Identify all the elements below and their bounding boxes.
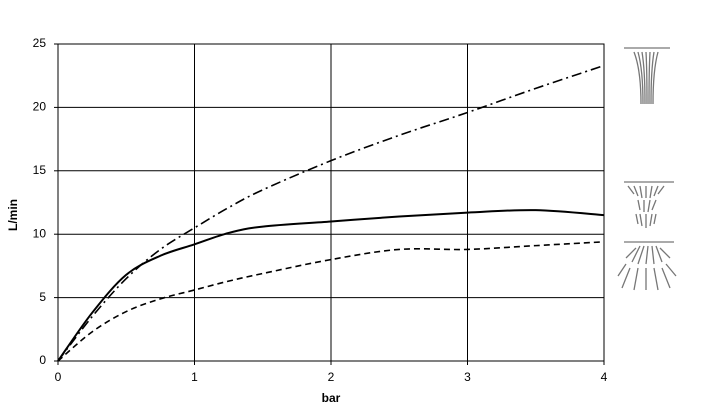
series-line: [57, 64, 605, 362]
y-tick-label: 15: [33, 163, 47, 177]
y-tick-label: 25: [33, 36, 47, 50]
series-line: [57, 241, 605, 362]
series-line: [57, 209, 605, 362]
y-tick-label: 20: [33, 100, 47, 114]
y-tick-label: 0: [39, 353, 46, 367]
x-tick-label: 1: [191, 370, 198, 384]
y-tick-label: 5: [39, 290, 46, 304]
x-tick-label: 3: [464, 370, 471, 384]
y-tick-label: 10: [33, 226, 47, 240]
x-tick-label: 4: [601, 370, 608, 384]
x-tick-label: 2: [328, 370, 335, 384]
legend-icons: [617, 47, 677, 291]
x-axis-title: bar: [322, 391, 341, 405]
y-axis-title: L/min: [6, 199, 20, 231]
x-tick-label: 0: [55, 370, 62, 384]
